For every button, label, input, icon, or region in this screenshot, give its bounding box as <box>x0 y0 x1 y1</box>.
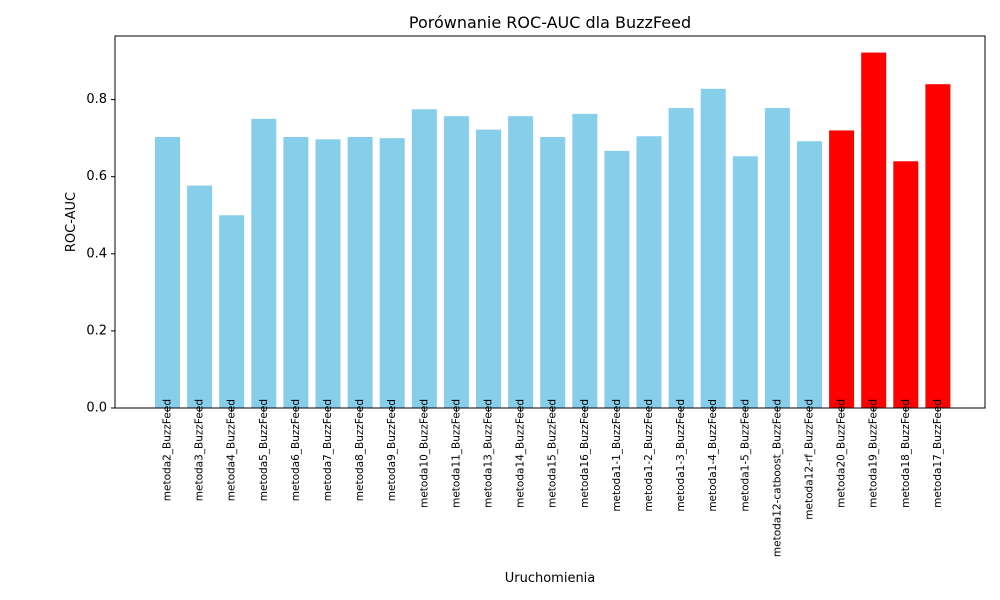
bar-metoda15_BuzzFeed <box>540 137 566 408</box>
y-axis-ticks: 0.0 0.2 0.4 0.6 0.8 <box>86 92 115 416</box>
axes-frame <box>114 35 986 409</box>
x-tick-label: metoda18_BuzzFeed <box>900 399 912 508</box>
bar-metoda12-catboost_BuzzFeed <box>764 108 790 408</box>
bar-metoda7_BuzzFeed <box>315 139 341 408</box>
bar-metoda6_BuzzFeed <box>283 137 309 408</box>
x-tick-label: metoda7_BuzzFeed <box>322 399 334 501</box>
bar-metoda1-1_BuzzFeed <box>604 150 630 408</box>
x-tick-label: metoda11_BuzzFeed <box>450 399 462 508</box>
x-tick-label: metoda1-4_BuzzFeed <box>707 399 719 512</box>
bar-metoda11_BuzzFeed <box>443 116 469 409</box>
chart-title: Porównanie ROC-AUC dla BuzzFeed <box>409 13 691 32</box>
y-tick-label: 0.6 <box>86 169 107 184</box>
bar-metoda13_BuzzFeed <box>476 129 501 409</box>
bar-metoda12-rf_BuzzFeed <box>797 141 822 409</box>
x-tick-label: metoda19_BuzzFeed <box>868 399 880 508</box>
x-tick-label: metoda3_BuzzFeed <box>194 399 206 501</box>
bar-metoda14_BuzzFeed <box>508 116 534 409</box>
y-tick-label: 0.0 <box>86 401 107 416</box>
y-tick-label: 0.8 <box>86 92 107 107</box>
bar-metoda17_BuzzFeed <box>925 84 951 408</box>
x-tick-label: metoda15_BuzzFeed <box>547 399 559 508</box>
bar-metoda1-2_BuzzFeed <box>636 136 662 409</box>
bar-metoda1-5_BuzzFeed <box>732 156 758 408</box>
x-tick-label: metoda2_BuzzFeed <box>162 399 174 501</box>
bar-metoda5_BuzzFeed <box>251 118 277 408</box>
bar-metoda3_BuzzFeed <box>187 185 213 408</box>
x-tick-label: metoda17_BuzzFeed <box>932 399 944 508</box>
x-tick-label: metoda12-rf_BuzzFeed <box>804 399 816 520</box>
x-axis-label: Uruchomienia <box>505 571 596 586</box>
bar-metoda9_BuzzFeed <box>379 138 405 408</box>
y-tick-label: 0.4 <box>86 246 107 261</box>
bar-metoda19_BuzzFeed <box>861 52 887 408</box>
bars-group <box>155 52 951 409</box>
bar-metoda20_BuzzFeed <box>829 130 855 408</box>
bar-metoda4_BuzzFeed <box>219 215 245 408</box>
x-tick-label: metoda1-2_BuzzFeed <box>643 399 655 512</box>
bar-metoda1-4_BuzzFeed <box>700 88 726 408</box>
bar-metoda10_BuzzFeed <box>411 109 437 409</box>
x-tick-label: metoda10_BuzzFeed <box>418 399 430 508</box>
x-tick-label: metoda1-3_BuzzFeed <box>675 399 687 512</box>
y-tick-label: 0.2 <box>86 323 107 338</box>
x-axis-ticks: metoda2_BuzzFeed metoda3_BuzzFeed metoda4_… <box>162 399 944 557</box>
x-tick-label: metoda13_BuzzFeed <box>483 399 495 508</box>
x-tick-label: metoda16_BuzzFeed <box>579 399 591 508</box>
x-tick-label: metoda1-1_BuzzFeed <box>611 399 623 512</box>
bar-metoda16_BuzzFeed <box>572 113 598 409</box>
bar-metoda1-3_BuzzFeed <box>668 108 694 408</box>
x-tick-label: metoda14_BuzzFeed <box>515 399 527 508</box>
x-tick-label: metoda5_BuzzFeed <box>258 399 270 501</box>
x-tick-label: metoda1-5_BuzzFeed <box>739 399 751 512</box>
bar-metoda2_BuzzFeed <box>155 137 180 408</box>
y-axis-label: ROC-AUC <box>64 192 79 252</box>
x-tick-label: metoda20_BuzzFeed <box>836 399 848 508</box>
x-tick-label: metoda12-catboost_BuzzFeed <box>771 399 783 557</box>
bar-metoda8_BuzzFeed <box>347 137 373 408</box>
x-tick-label: metoda8_BuzzFeed <box>354 399 366 501</box>
x-tick-label: metoda9_BuzzFeed <box>386 399 398 501</box>
bar-metoda18_BuzzFeed <box>893 161 919 408</box>
x-tick-label: metoda6_BuzzFeed <box>290 399 302 501</box>
x-tick-label: metoda4_BuzzFeed <box>226 399 238 501</box>
